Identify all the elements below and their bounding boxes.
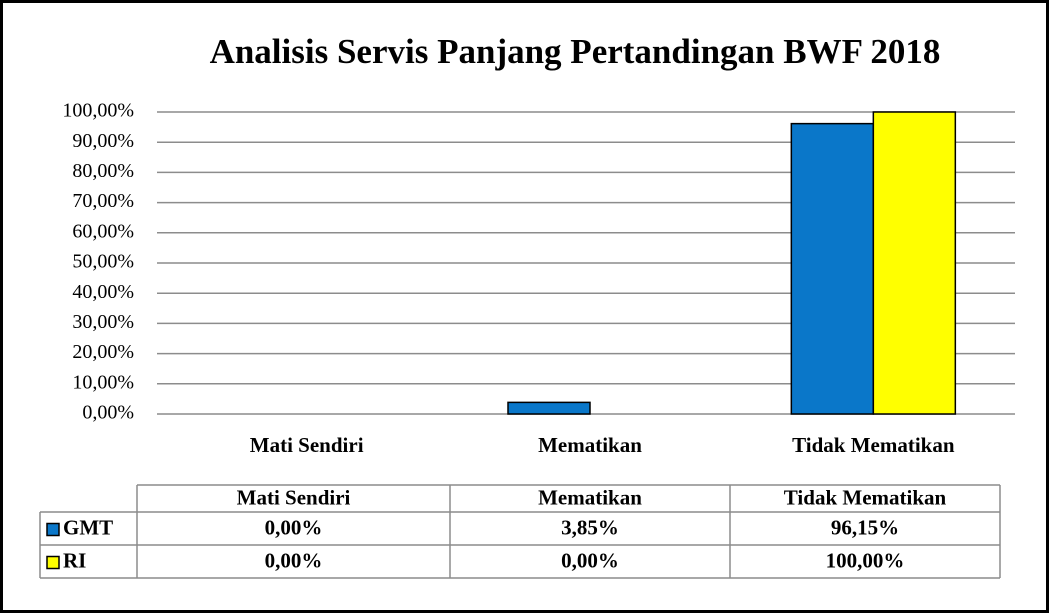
legend-key	[46, 555, 60, 570]
table-header: Mematikan	[538, 485, 642, 509]
y-tick-label: 60,00%	[72, 220, 134, 242]
bar	[790, 122, 875, 415]
table-value: 0,00%	[265, 515, 323, 539]
y-tick-label: 90,00%	[72, 130, 134, 152]
bar	[872, 111, 957, 415]
bar	[507, 401, 591, 415]
table-value: 100,00%	[826, 548, 905, 572]
x-tick-label: Mati Sendiri	[250, 433, 364, 457]
x-tick-label: Tidak Mematikan	[792, 433, 955, 457]
legend-label: RI	[63, 548, 86, 572]
table-header: Tidak Mematikan	[784, 485, 947, 509]
table-value: 0,00%	[265, 548, 323, 572]
y-tick-label: 40,00%	[72, 281, 134, 303]
y-tick-label: 10,00%	[72, 371, 134, 393]
table-value: 3,85%	[561, 515, 619, 539]
y-tick-label: 100,00%	[62, 100, 134, 122]
y-tick-label: 30,00%	[72, 311, 134, 333]
y-tick-label: 80,00%	[72, 160, 134, 182]
y-tick-label: 20,00%	[72, 341, 134, 363]
x-tick-label: Mematikan	[538, 433, 642, 457]
table-value: 96,15%	[831, 515, 899, 539]
chart-title: Analisis Servis Panjang Pertandingan BWF…	[210, 32, 941, 71]
legend-label: GMT	[63, 515, 113, 539]
table-value: 0,00%	[561, 548, 619, 572]
y-tick-label: 70,00%	[72, 190, 134, 212]
y-tick-label: 0,00%	[82, 402, 134, 424]
y-tick-label: 50,00%	[72, 251, 134, 273]
table-header: Mati Sendiri	[237, 485, 351, 509]
legend-key	[46, 522, 60, 537]
